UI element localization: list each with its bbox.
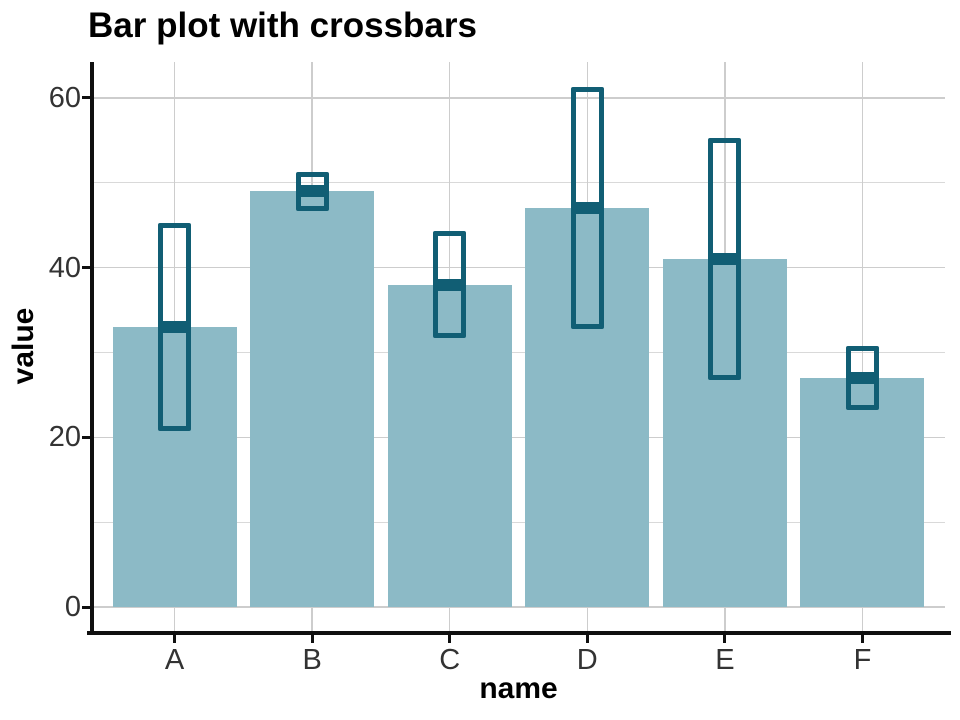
gridline-major-y-0 xyxy=(94,606,945,608)
y-tick-label-0: 0 xyxy=(64,591,81,623)
gridline-major-y-60 xyxy=(94,97,945,99)
bar-F xyxy=(800,377,925,607)
gridline-major-y-20 xyxy=(94,436,945,439)
x-tick-label-D: D xyxy=(576,644,598,676)
crossbar-middle-B xyxy=(300,185,324,198)
y-tick-mark-0 xyxy=(82,605,90,609)
chart-title: Bar plot with crossbars xyxy=(88,6,477,45)
crossbar-middle-A xyxy=(163,320,187,333)
gridline-major-y-40 xyxy=(94,266,945,269)
y-axis-line xyxy=(90,62,94,635)
x-tick-label-C: C xyxy=(439,644,461,676)
x-axis-label: name xyxy=(479,672,558,705)
bar-A xyxy=(112,326,237,607)
x-tick-label-F: F xyxy=(853,644,872,676)
gridline-minor-y-50 xyxy=(94,182,945,184)
bar-E xyxy=(662,259,787,607)
x-tick-mark-C xyxy=(448,635,452,643)
y-tick-label-60: 60 xyxy=(48,81,81,114)
crossbar-middle-D xyxy=(575,202,599,215)
y-axis-label: value xyxy=(7,307,40,385)
y-tick-label-20: 20 xyxy=(48,421,81,454)
x-tick-label-A: A xyxy=(164,644,185,676)
crossbar-middle-C xyxy=(438,278,462,291)
x-tick-mark-F xyxy=(860,635,864,643)
x-tick-label-E: E xyxy=(715,644,735,676)
x-tick-label-B: B xyxy=(302,644,322,676)
y-tick-mark-40 xyxy=(82,266,90,270)
x-tick-mark-B xyxy=(310,635,314,643)
x-tick-mark-D xyxy=(585,635,589,643)
crossbar-D xyxy=(570,86,604,330)
crossbar-B xyxy=(295,171,329,211)
y-tick-mark-20 xyxy=(82,435,90,439)
bar-C xyxy=(387,284,512,607)
x-tick-mark-E xyxy=(723,635,727,643)
x-tick-mark-A xyxy=(173,635,177,643)
crossbar-E xyxy=(708,137,742,381)
crossbar-A xyxy=(158,222,192,432)
crossbar-F xyxy=(845,345,879,411)
y-tick-mark-60 xyxy=(82,96,90,100)
x-axis-line xyxy=(87,631,951,635)
bar-D xyxy=(525,208,650,607)
gridline-minor-y-10 xyxy=(94,521,945,523)
crossbar-middle-E xyxy=(713,253,737,266)
gridline-minor-y-30 xyxy=(94,351,945,354)
crossbar-C xyxy=(433,231,467,338)
y-tick-label-40: 40 xyxy=(48,251,81,284)
crossbar-middle-F xyxy=(850,371,874,384)
bar-B xyxy=(250,191,375,607)
